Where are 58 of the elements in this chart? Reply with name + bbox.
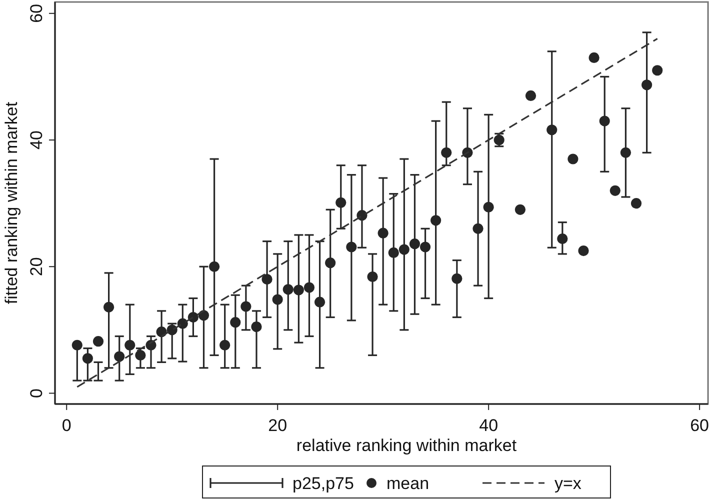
point	[104, 302, 114, 312]
point	[293, 284, 304, 296]
point	[304, 282, 315, 293]
point	[610, 185, 620, 196]
y-tick-label: 0	[27, 388, 46, 398]
x-axis-title: relative ranking within market	[296, 436, 517, 455]
point	[251, 321, 262, 332]
point	[208, 261, 220, 272]
point	[398, 244, 410, 255]
point	[430, 215, 442, 226]
legend-label: mean	[386, 474, 430, 493]
point	[272, 294, 283, 305]
point	[114, 351, 125, 362]
point	[472, 223, 484, 234]
point	[388, 247, 399, 258]
point	[72, 340, 82, 350]
point	[557, 233, 568, 244]
point	[336, 197, 346, 208]
legend-label: y=x	[554, 474, 582, 493]
point	[568, 154, 578, 164]
point	[483, 202, 494, 212]
point	[230, 317, 241, 328]
point	[325, 258, 336, 268]
point	[82, 353, 94, 364]
x-tick-label: 40	[479, 416, 498, 435]
point	[620, 147, 632, 158]
y-tick-label: 60	[27, 4, 46, 23]
point	[314, 296, 326, 308]
point	[420, 242, 431, 252]
point	[282, 284, 294, 295]
point	[240, 301, 252, 312]
point	[409, 238, 420, 250]
y-tick-label: 20	[27, 257, 46, 276]
y-tick-label: 40	[27, 130, 46, 150]
point	[642, 80, 652, 90]
point	[525, 90, 536, 101]
point	[652, 65, 663, 76]
point	[124, 340, 136, 350]
point	[441, 147, 452, 158]
point	[578, 245, 589, 256]
point	[346, 242, 357, 252]
y-axis-title: fitted ranking within market	[2, 102, 21, 304]
point	[262, 274, 272, 285]
point	[630, 198, 642, 209]
x-tick-label: 60	[690, 416, 709, 435]
point	[378, 228, 388, 238]
text: p25,p75	[292, 474, 354, 493]
point	[92, 336, 104, 347]
point	[546, 124, 558, 136]
point	[514, 204, 526, 215]
point	[452, 273, 462, 284]
point	[135, 350, 146, 361]
point	[367, 271, 378, 282]
point	[220, 340, 230, 350]
point	[599, 116, 610, 126]
x-tick-label: 20	[268, 416, 288, 435]
point	[588, 52, 600, 64]
x-tick-label: 0	[62, 416, 72, 435]
